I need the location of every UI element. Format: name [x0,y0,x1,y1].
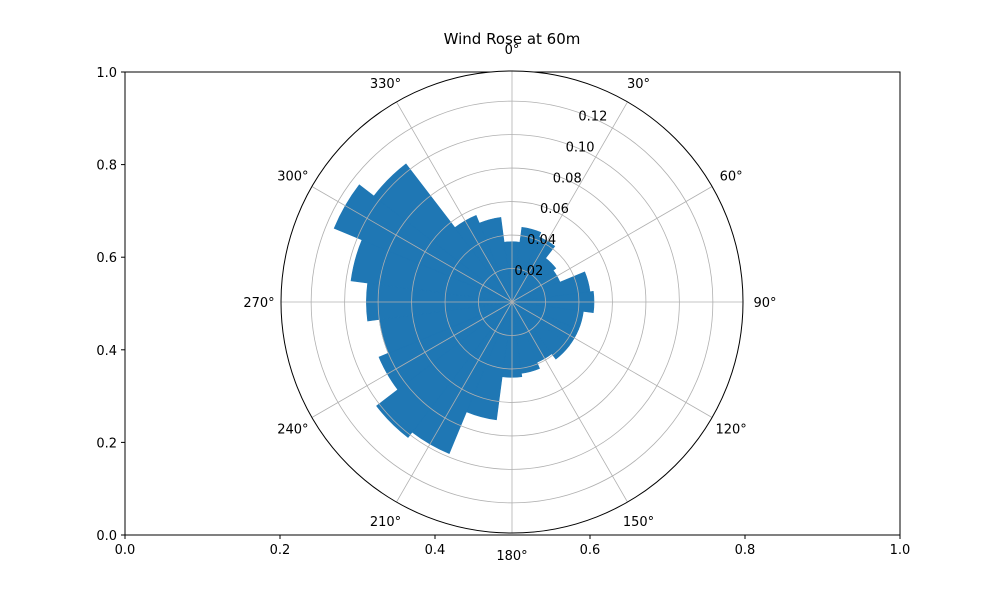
x-tick-label: 0.6 [580,543,601,558]
angle-tick-label: 270° [243,296,274,311]
angle-tick-label: 240° [277,423,308,438]
angle-tick-label: 60° [720,170,743,185]
polar-outer-circle [280,70,744,534]
wind-rose-bar [376,301,513,438]
angular-grid-line [311,186,513,303]
y-tick-label: 1.0 [96,66,117,81]
radial-tick-label: 0.10 [566,140,595,155]
chart-title: Wind Rose at 60m [444,30,581,48]
x-tick-label: 0.4 [425,543,446,558]
wind-rose-bar [478,217,513,303]
y-tick-label: 0.2 [96,436,117,451]
angle-tick-label: 210° [370,515,401,530]
x-tick-label: 0.8 [735,543,756,558]
polar-axes: 0° 30° 60° 90° 120° 150° 180° 210° 240° 270° 300° 3… [243,43,776,564]
wind-rose-bar [511,257,557,303]
angle-tick-label: 90° [753,296,776,311]
angular-grid-line [511,301,713,418]
angular-grid-line [311,301,513,418]
angle-tick-label: 300° [277,170,308,185]
wind-rose-bar [373,163,513,303]
x-tick-label: 1.0 [890,543,911,558]
x-tick-label: 0.2 [270,543,291,558]
y-tick-label: 0.0 [96,529,117,544]
angular-grid-line [511,301,628,503]
cartesian-axis-ticks: 0.0 0.2 0.4 0.6 0.8 1.0 0.0 0.2 0.4 0.6 0.8 1.0 [96,66,910,558]
angle-tick-label: 180° [496,549,527,564]
y-tick-label: 0.8 [96,159,117,174]
radial-tick-label: 0.12 [578,109,607,124]
x-tick-label: 0.0 [115,543,136,558]
radial-tick-label: 0.08 [553,171,582,186]
angular-grid-line [511,101,628,303]
angle-tick-label: 30° [627,77,650,92]
wind-rose-bar [511,301,570,360]
angle-tick-label: 150° [623,515,654,530]
radial-tick-label: 0.02 [514,264,543,279]
angular-grid-line [511,186,713,303]
radial-tick-label: 0.04 [527,233,556,248]
radial-tick-label: 0.06 [540,202,569,217]
y-tick-label: 0.6 [96,251,117,266]
angle-tick-label: 330° [370,77,401,92]
angle-tick-label: 0° [505,43,520,58]
angular-grid-line [396,101,513,303]
wind-rose-bar [511,226,542,303]
angle-tick-label: 120° [715,423,746,438]
y-tick-label: 0.4 [96,344,117,359]
angular-grid-line [396,301,513,503]
